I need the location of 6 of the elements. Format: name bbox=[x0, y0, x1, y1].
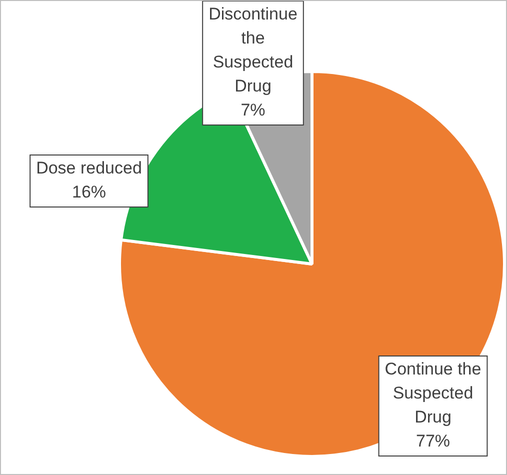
data-label: 7% bbox=[240, 100, 266, 120]
slice-label: Discontinue the Suspected Drug bbox=[208, 4, 298, 96]
slice-label: Continue the Suspected Drug bbox=[384, 360, 482, 427]
data-label: 16% bbox=[72, 182, 106, 202]
data-label: 77% bbox=[416, 432, 450, 451]
slice-label: Dose reduced bbox=[36, 158, 142, 178]
